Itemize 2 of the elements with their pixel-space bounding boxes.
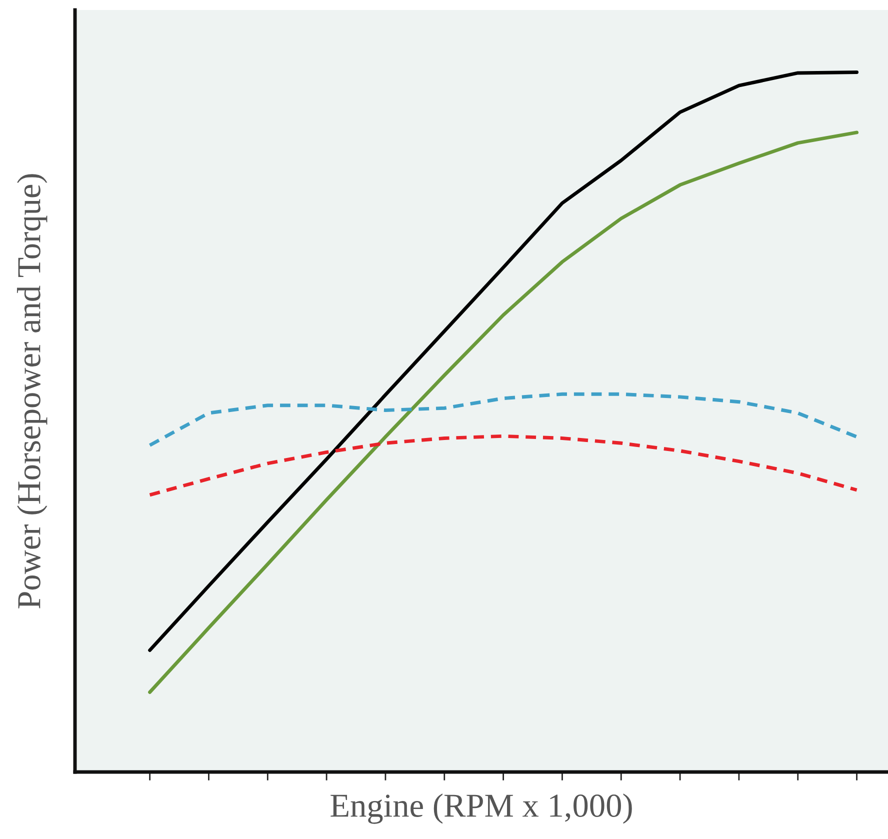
x-axis-title: Engine (RPM x 1,000) (330, 794, 632, 824)
y-axis-title: Power (Horsepower and Torque) (16, 174, 48, 608)
